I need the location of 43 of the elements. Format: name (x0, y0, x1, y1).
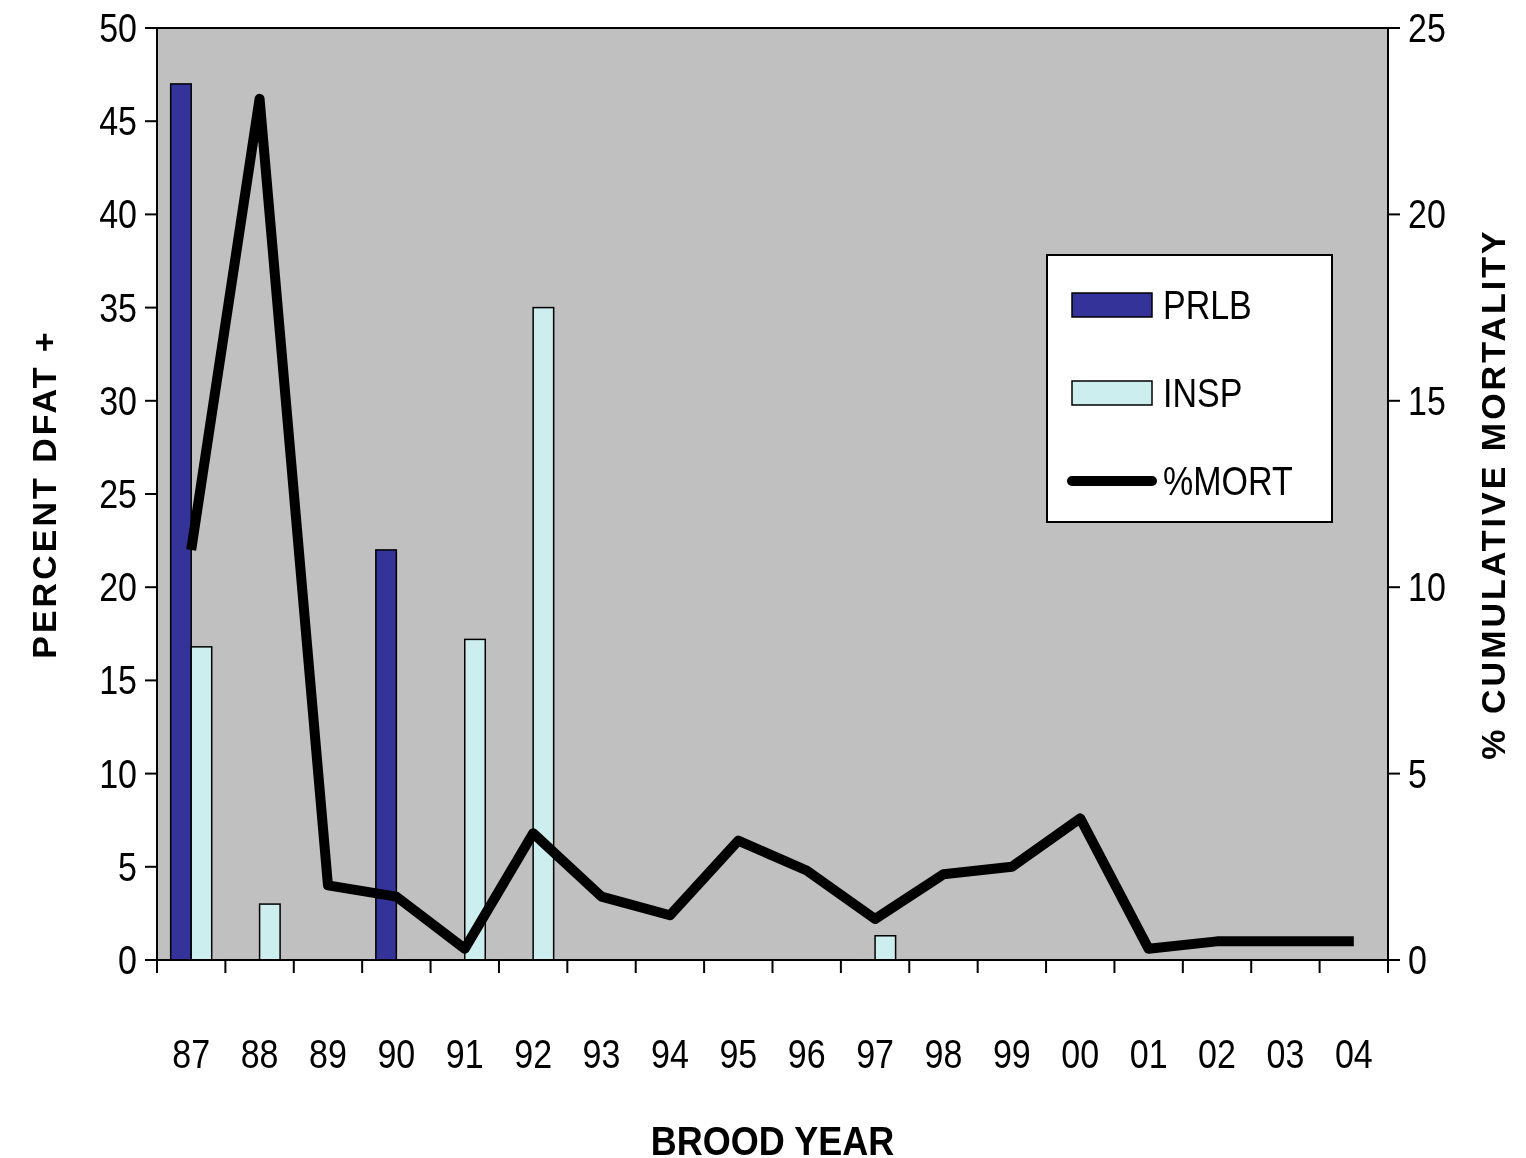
legend-label: PRLB (1163, 282, 1252, 328)
y-tick-label: 20 (99, 564, 137, 610)
legend-label: INSP (1163, 370, 1243, 416)
y-tick-label: 50 (99, 5, 137, 51)
x-tick-label: 99 (992, 1031, 1031, 1077)
y-tick-label: 30 (99, 378, 137, 424)
y-tick-label: 25 (99, 471, 137, 517)
y2-axis-title: % CUMULATIVE MORTALITY (1474, 228, 1512, 760)
bar (874, 935, 897, 961)
legend-label: %MORT (1163, 458, 1293, 504)
y2-tick-label: 5 (1408, 750, 1427, 797)
x-tick-label: 90 (377, 1031, 416, 1077)
y2-tick-label: 15 (1408, 378, 1446, 424)
y-tick-label: 5 (118, 844, 137, 890)
x-tick-label: 01 (1129, 1031, 1168, 1077)
y2-tick-label: 25 (1408, 5, 1446, 51)
x-tick-label: 91 (445, 1031, 484, 1077)
x-tick-label: 88 (240, 1031, 279, 1077)
x-tick-label: 89 (309, 1031, 347, 1077)
x-tick-label: 95 (719, 1031, 758, 1077)
x-tick-label: 93 (582, 1031, 621, 1077)
x-tick-label: 92 (514, 1031, 553, 1077)
y-axis-title: PERCENT DFAT + (25, 329, 63, 659)
x-tick-label: 04 (1334, 1031, 1373, 1077)
y-tick-label: 35 (99, 284, 137, 331)
x-tick-label: 98 (924, 1031, 963, 1077)
x-axis-title: BROOD YEAR (650, 1119, 895, 1158)
x-tick-label: 96 (787, 1031, 826, 1077)
x-tick-label: 02 (1198, 1031, 1236, 1077)
y-tick-label: 15 (99, 657, 137, 704)
x-tick-label: 03 (1266, 1031, 1305, 1077)
y-tick-label: 0 (118, 937, 137, 983)
y2-tick-label: 0 (1408, 937, 1427, 983)
y2-tick-label: 20 (1408, 191, 1446, 238)
x-tick-label: 97 (856, 1031, 894, 1077)
y-tick-label: 45 (99, 98, 137, 144)
x-tick-label: 00 (1061, 1031, 1100, 1077)
y-tick-label: 40 (99, 191, 137, 238)
x-tick-label: 94 (651, 1031, 689, 1077)
y-tick-label: 10 (99, 750, 137, 797)
bar (258, 903, 281, 961)
x-tick-label: 87 (172, 1031, 211, 1077)
y2-tick-label: 10 (1408, 564, 1446, 610)
